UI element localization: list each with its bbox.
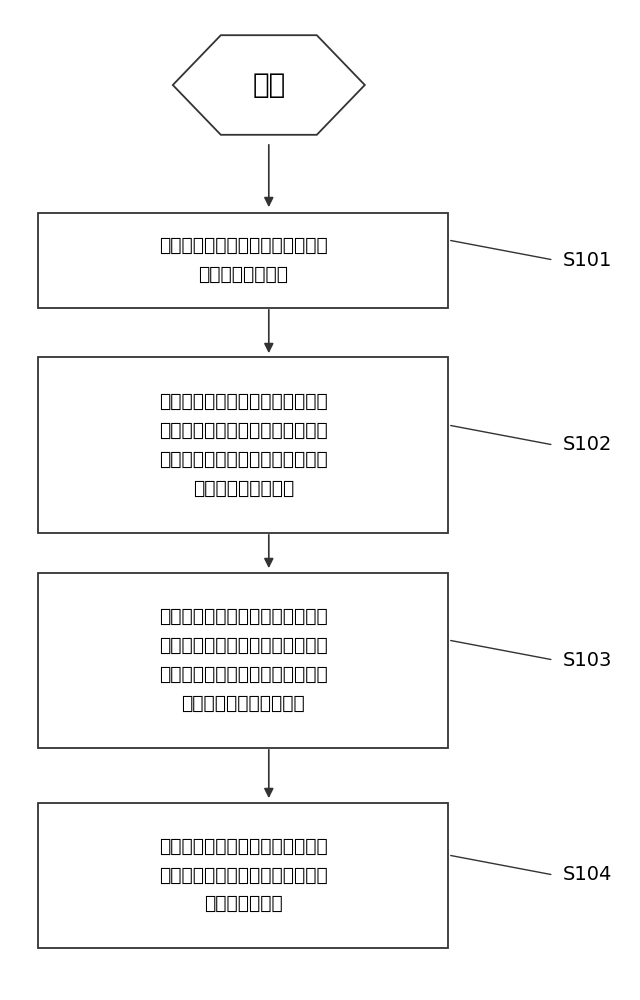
Text: S104: S104: [563, 865, 612, 884]
Text: 根据接收到的调度目标值将实际调
度目标值调整至允许调节的风电场
有功功率最小值和允许调节的风电
场有功功率最大值范围内: 根据接收到的调度目标值将实际调 度目标值调整至允许调节的风电场 有功功率最小值和…: [159, 607, 328, 713]
Text: 基于预设时间内风电场公共耦合点
的有功功率和预设有功功率最大变
化限值计算允许调节的风电场有功
功率最大值和最小值: 基于预设时间内风电场公共耦合点 的有功功率和预设有功功率最大变 化限值计算允许调…: [159, 392, 328, 498]
Text: 根据实际调度目标值，向风力发电
机组发送携带有有功功率匀速变化
状态的控制指令: 根据实际调度目标值，向风力发电 机组发送携带有有功功率匀速变化 状态的控制指令: [159, 837, 328, 913]
Text: S103: S103: [563, 650, 612, 670]
Bar: [38, 358, 448, 532]
Bar: [38, 213, 448, 308]
Text: 开始: 开始: [252, 71, 285, 99]
Text: S102: S102: [563, 436, 612, 454]
Text: 以设定时间为单位采集风电场公共
耦合点的有功功率: 以设定时间为单位采集风电场公共 耦合点的有功功率: [159, 236, 328, 284]
Bar: [38, 802, 448, 948]
Text: S101: S101: [563, 250, 612, 269]
Polygon shape: [173, 35, 365, 135]
Bar: [38, 572, 448, 747]
